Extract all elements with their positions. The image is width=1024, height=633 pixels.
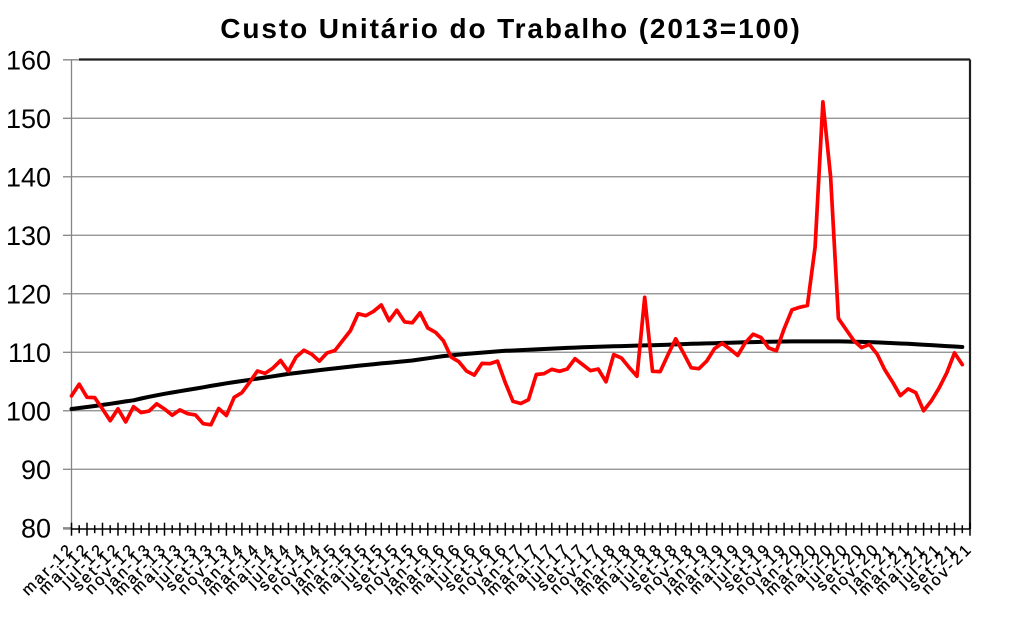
- svg-text:80: 80: [21, 513, 51, 543]
- svg-text:110: 110: [8, 338, 51, 368]
- svg-text:100: 100: [6, 396, 51, 426]
- svg-text:160: 160: [6, 45, 51, 75]
- svg-text:140: 140: [6, 162, 51, 192]
- svg-text:90: 90: [21, 455, 51, 485]
- svg-text:120: 120: [6, 279, 51, 309]
- svg-text:150: 150: [6, 104, 51, 134]
- svg-text:Custo Unitário do Trabalho (20: Custo Unitário do Trabalho (2013=100): [220, 13, 801, 44]
- svg-text:130: 130: [6, 221, 51, 251]
